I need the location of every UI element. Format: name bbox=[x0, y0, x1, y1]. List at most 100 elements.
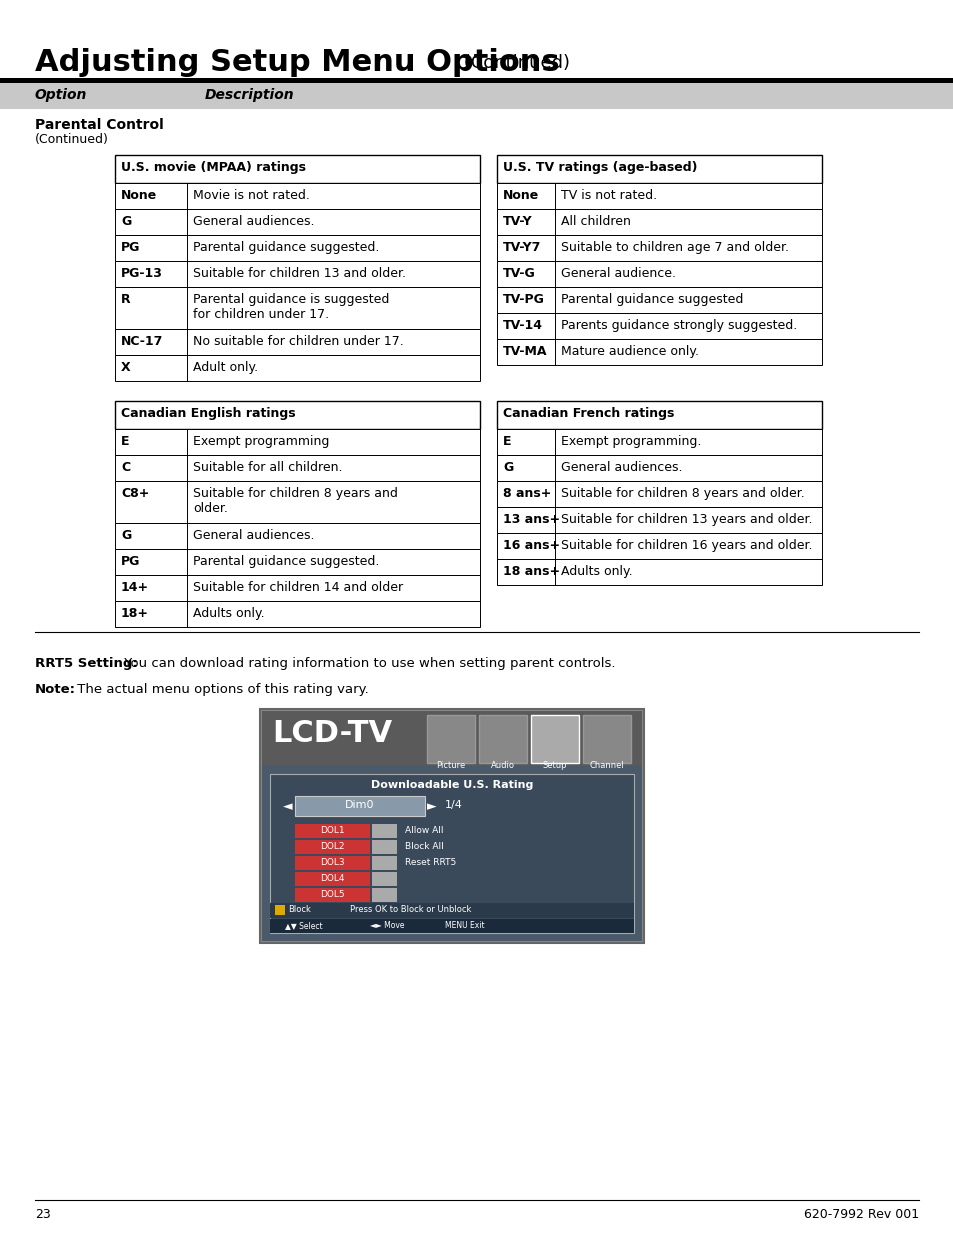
Text: ◄► Move: ◄► Move bbox=[370, 921, 404, 930]
Bar bbox=[427, 715, 475, 763]
Text: RRT5 Setting:: RRT5 Setting: bbox=[35, 657, 137, 671]
Text: Suitable for children 14 and older: Suitable for children 14 and older bbox=[193, 580, 403, 594]
Text: 13 ans+: 13 ans+ bbox=[502, 513, 559, 526]
Text: No suitable for children under 17.: No suitable for children under 17. bbox=[193, 335, 403, 348]
Text: General audiences.: General audiences. bbox=[193, 215, 314, 228]
Text: Suitable for children 13 and older.: Suitable for children 13 and older. bbox=[193, 267, 406, 280]
Bar bbox=[115, 550, 479, 576]
Text: X: X bbox=[121, 361, 131, 374]
Bar bbox=[270, 919, 634, 932]
Text: 8 ans+: 8 ans+ bbox=[502, 487, 551, 500]
Bar bbox=[115, 522, 479, 550]
Text: Suitable to children age 7 and older.: Suitable to children age 7 and older. bbox=[560, 241, 788, 254]
Text: Suitable for children 13 years and older.: Suitable for children 13 years and older… bbox=[560, 513, 812, 526]
Text: Audio: Audio bbox=[491, 761, 515, 769]
Text: G: G bbox=[121, 529, 132, 542]
Bar bbox=[115, 576, 479, 601]
Bar bbox=[372, 824, 396, 839]
Text: LCD-TV: LCD-TV bbox=[272, 719, 392, 748]
Text: (Continued): (Continued) bbox=[457, 54, 569, 72]
Bar bbox=[0, 78, 953, 83]
Text: G: G bbox=[502, 461, 513, 474]
Text: (Continued): (Continued) bbox=[35, 133, 109, 146]
Bar bbox=[115, 235, 479, 261]
Text: TV-Y: TV-Y bbox=[502, 215, 532, 228]
Text: Adult only.: Adult only. bbox=[193, 361, 258, 374]
Bar bbox=[260, 709, 643, 944]
Text: 23: 23 bbox=[35, 1208, 51, 1221]
Text: PG: PG bbox=[121, 241, 140, 254]
Text: 16 ans+: 16 ans+ bbox=[502, 538, 559, 552]
Text: E: E bbox=[121, 435, 130, 448]
Text: Downloadable U.S. Rating: Downloadable U.S. Rating bbox=[371, 781, 533, 790]
Text: General audiences.: General audiences. bbox=[193, 529, 314, 542]
Bar bbox=[497, 287, 821, 312]
Bar bbox=[270, 903, 634, 918]
Bar bbox=[497, 312, 821, 338]
Text: Exempt programming.: Exempt programming. bbox=[560, 435, 700, 448]
Bar bbox=[497, 480, 821, 508]
Text: Parental guidance suggested.: Parental guidance suggested. bbox=[193, 555, 379, 568]
Bar bbox=[115, 209, 479, 235]
Text: Block: Block bbox=[288, 905, 311, 914]
Bar bbox=[115, 156, 479, 183]
Bar bbox=[497, 235, 821, 261]
Bar bbox=[497, 534, 821, 559]
Text: Parental guidance suggested: Parental guidance suggested bbox=[560, 293, 742, 306]
Bar bbox=[497, 429, 821, 454]
Bar bbox=[294, 824, 370, 839]
Text: Movie is not rated.: Movie is not rated. bbox=[193, 189, 310, 203]
Text: TV-MA: TV-MA bbox=[502, 345, 547, 358]
Text: None: None bbox=[502, 189, 538, 203]
Text: Suitable for children 16 years and older.: Suitable for children 16 years and older… bbox=[560, 538, 812, 552]
Bar bbox=[294, 856, 370, 869]
Text: Press OK to Block or Unblock: Press OK to Block or Unblock bbox=[350, 905, 471, 914]
Text: Suitable for all children.: Suitable for all children. bbox=[193, 461, 342, 474]
Text: Suitable for children 8 years and
older.: Suitable for children 8 years and older. bbox=[193, 487, 397, 515]
Text: Reset RRT5: Reset RRT5 bbox=[405, 858, 456, 867]
Bar bbox=[115, 480, 479, 522]
Text: Description: Description bbox=[205, 88, 294, 103]
Bar bbox=[497, 508, 821, 534]
Bar bbox=[262, 766, 641, 941]
Bar bbox=[294, 797, 424, 816]
Text: Parental guidance suggested.: Parental guidance suggested. bbox=[193, 241, 379, 254]
Bar bbox=[372, 872, 396, 885]
Text: Parents guidance strongly suggested.: Parents guidance strongly suggested. bbox=[560, 319, 797, 332]
Bar bbox=[372, 856, 396, 869]
Text: Canadian English ratings: Canadian English ratings bbox=[121, 408, 295, 420]
Bar bbox=[294, 840, 370, 853]
Text: TV-PG: TV-PG bbox=[502, 293, 544, 306]
Bar bbox=[294, 872, 370, 885]
Bar bbox=[115, 401, 479, 429]
Bar bbox=[115, 601, 479, 627]
Text: PG: PG bbox=[121, 555, 140, 568]
Text: Setup: Setup bbox=[542, 761, 567, 769]
Text: U.S. movie (MPAA) ratings: U.S. movie (MPAA) ratings bbox=[121, 161, 306, 174]
Bar bbox=[115, 261, 479, 287]
Text: C: C bbox=[121, 461, 130, 474]
Text: Suitable for children 8 years and older.: Suitable for children 8 years and older. bbox=[560, 487, 804, 500]
Text: General audiences.: General audiences. bbox=[560, 461, 681, 474]
Text: Adjusting Setup Menu Options: Adjusting Setup Menu Options bbox=[35, 48, 559, 77]
Bar bbox=[270, 774, 634, 932]
Text: TV is not rated.: TV is not rated. bbox=[560, 189, 657, 203]
Bar bbox=[497, 209, 821, 235]
Text: Exempt programming: Exempt programming bbox=[193, 435, 329, 448]
Bar bbox=[115, 287, 479, 329]
Text: PG-13: PG-13 bbox=[121, 267, 163, 280]
Bar bbox=[0, 83, 953, 109]
Bar bbox=[497, 261, 821, 287]
Text: 620-7992 Rev 001: 620-7992 Rev 001 bbox=[803, 1208, 918, 1221]
Text: Block All: Block All bbox=[405, 842, 443, 851]
Text: MENU Exit: MENU Exit bbox=[444, 921, 484, 930]
Text: Option: Option bbox=[35, 88, 88, 103]
Bar bbox=[372, 888, 396, 902]
Text: 1/4: 1/4 bbox=[444, 800, 462, 810]
Text: R: R bbox=[121, 293, 131, 306]
Text: Parental Control: Parental Control bbox=[35, 119, 164, 132]
Text: DOL4: DOL4 bbox=[320, 874, 344, 883]
Text: TV-Y7: TV-Y7 bbox=[502, 241, 540, 254]
Bar bbox=[497, 183, 821, 209]
Bar bbox=[478, 715, 526, 763]
